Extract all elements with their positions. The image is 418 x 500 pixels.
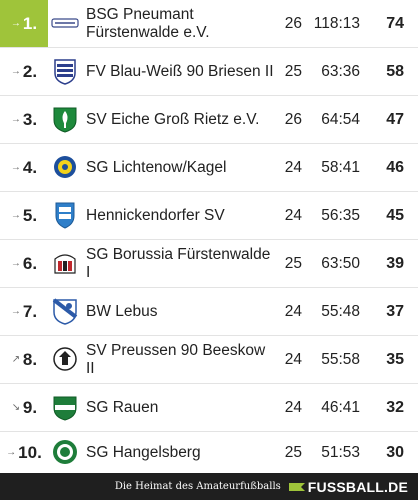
trend-icon: ↘ [11,402,21,413]
points: 74 [386,14,404,32]
goal-difference: 118:13 [313,14,360,32]
goal-difference: 58:41 [321,158,360,176]
points: 37 [386,302,404,320]
goal-difference: 63:50 [321,254,360,272]
team-name[interactable]: BSG Pneumant Fürstenwalde e.V. [86,5,210,41]
hangelsberg-logo [53,440,77,464]
games-played: 24 [284,302,302,320]
footer-tagline: Die Heimat des Amateurfußballs [114,481,281,492]
points: 39 [386,254,404,272]
team-name[interactable]: Hennickendorfer SV [86,206,225,224]
table-row[interactable]: → 5. Hennickendorfer SV 24 56:35 45 [0,192,418,240]
table-row[interactable]: → 7. BW Lebus 24 55:48 37 [0,288,418,336]
trend-icon: ↗ [11,354,21,365]
team-name[interactable]: FV Blau-Weiß 90 Briesen II [86,62,274,80]
rank: 5. [22,205,38,225]
goal-difference: 55:48 [321,302,360,320]
games-played: 24 [284,350,302,368]
games-played: 25 [284,62,302,80]
borussia-logo [54,254,76,274]
points: 35 [386,350,404,368]
rank: 8. [22,349,38,369]
games-played: 24 [284,398,302,416]
team-name[interactable]: BW Lebus [86,302,158,320]
rank: 6. [22,253,38,273]
rank-cell: ↘ 9. [0,384,48,431]
trend-icon: → [10,66,21,77]
rank-cell: → 7. [0,288,48,335]
rank: 3. [22,109,38,129]
rank-cell: → 5. [0,192,48,239]
points: 45 [386,206,404,224]
games-played: 24 [284,158,302,176]
team-name[interactable]: SV Eiche Groß Rietz e.V. [86,110,260,128]
points: 30 [386,443,404,461]
trend-icon: → [10,162,21,173]
rank: 2. [22,61,38,81]
rank: 7. [22,301,38,321]
table-row[interactable]: ↗ 8. SV Preussen 90 Beeskow II 24 55:58 … [0,336,418,384]
rank-cell: → 1. [0,0,48,47]
points: 58 [386,62,404,80]
points: 47 [386,110,404,128]
goal-difference: 55:58 [321,350,360,368]
goal-difference: 56:35 [321,206,360,224]
rank: 9. [22,397,38,417]
table-row[interactable]: → 2. FV Blau-Weiß 90 Briesen II 25 63:36… [0,48,418,96]
rank: 4. [22,157,38,177]
points: 46 [386,158,404,176]
games-played: 26 [284,110,302,128]
footer-bar: Die Heimat des Amateurfußballs FUSSBALL.… [0,473,418,500]
goal-difference: 64:54 [321,110,360,128]
rank: 10. [18,442,42,462]
rank-cell: → 10. [0,432,48,473]
games-played: 24 [284,206,302,224]
brand-flag-icon [288,482,305,491]
games-played: 26 [284,14,302,32]
rank-cell: ↗ 8. [0,336,48,383]
trend-icon: → [10,18,21,29]
games-played: 25 [284,254,302,272]
trend-icon: → [10,258,21,269]
table-row[interactable]: → 6. SG Borussia Fürstenwalde I 25 63:50… [0,240,418,288]
points: 32 [386,398,404,416]
goal-difference: 46:41 [321,398,360,416]
fussball-de-brand[interactable]: FUSSBALL.DE [288,478,408,495]
trend-icon: → [10,210,21,221]
trend-icon: → [10,306,21,317]
rank: 1. [22,13,38,33]
team-name[interactable]: SG Rauen [86,398,159,416]
team-name[interactable]: SG Borussia Fürstenwalde I [86,245,271,281]
goal-difference: 51:53 [321,443,360,461]
lichtenow-logo [54,156,76,178]
pneumant-logo [51,18,79,28]
table-row[interactable]: ↘ 9. SG Rauen 24 46:41 32 [0,384,418,432]
eiche-logo [53,107,77,133]
team-name[interactable]: SV Preussen 90 Beeskow II [86,341,266,377]
hennickendorf-logo [55,202,75,229]
rank-cell: → 3. [0,96,48,143]
table-row[interactable]: → 4. SG Lichtenow/Kagel 24 58:41 46 [0,144,418,192]
brand-label: FUSSBALL.DE [307,478,408,495]
team-name[interactable]: SG Lichtenow/Kagel [86,158,227,176]
team-name[interactable]: SG Hangelsberg [86,443,201,461]
games-played: 25 [284,443,302,461]
table-row[interactable]: → 3. SV Eiche Groß Rietz e.V. 26 64:54 4… [0,96,418,144]
goal-difference: 63:36 [321,62,360,80]
rauen-logo [53,396,77,421]
table-row[interactable]: → 10. SG Hangelsberg 25 51:53 30 [0,432,418,473]
rank-cell: → 4. [0,144,48,191]
rank-cell: → 6. [0,240,48,287]
rank-cell: → 2. [0,48,48,95]
briesen-logo [54,59,76,85]
trend-icon: → [10,114,21,125]
trend-icon: → [6,447,17,458]
beeskow-logo [53,347,77,371]
lebus-logo [52,298,78,325]
table-row[interactable]: → 1. BSG Pneumant Fürstenwalde e.V. 26 1… [0,0,418,48]
